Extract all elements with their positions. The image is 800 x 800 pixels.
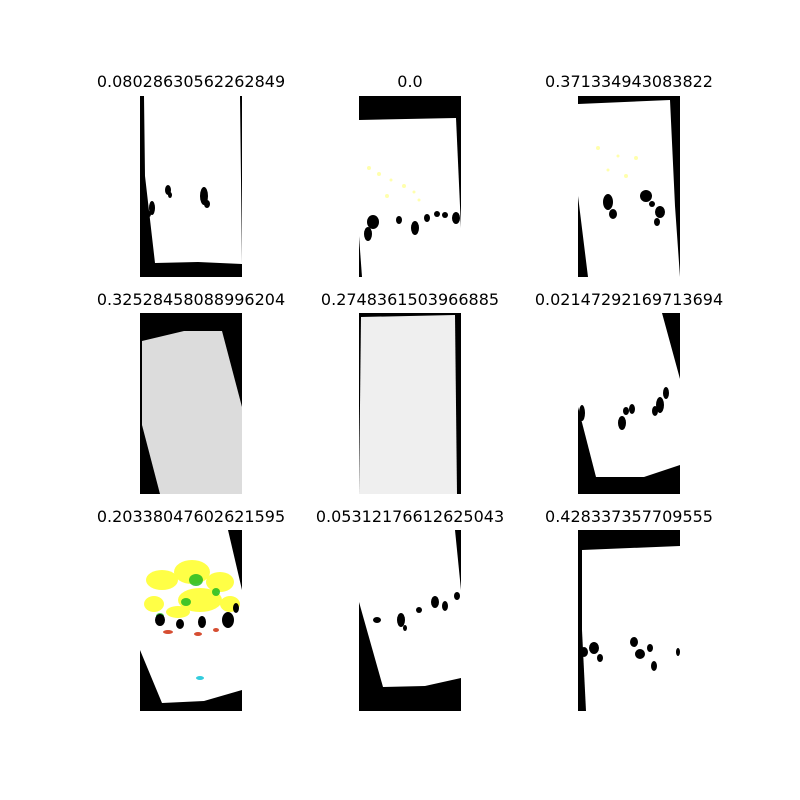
panel-title-2: 0.0 bbox=[397, 72, 423, 91]
image-panel-8 bbox=[359, 530, 461, 711]
image-panel-2 bbox=[359, 96, 461, 277]
panel-title-9: 0.428337357709555 bbox=[545, 507, 713, 526]
image-panel-1 bbox=[140, 96, 242, 277]
image-panel-6 bbox=[578, 313, 680, 494]
image-panel-7 bbox=[140, 530, 242, 711]
image-panel-9 bbox=[578, 530, 680, 711]
panel-title-5: 0.2748361503966885 bbox=[320, 290, 500, 309]
image-panel-4 bbox=[140, 313, 242, 494]
panel-title-7: 0.20338047602621595 bbox=[96, 507, 286, 526]
image-panel-3 bbox=[578, 96, 680, 277]
panel-title-3: 0.371334943083822 bbox=[545, 72, 713, 91]
image-panel-5 bbox=[359, 313, 461, 494]
panel-title-1: 0.08028630562262849 bbox=[96, 72, 286, 91]
panel-title-6: 0.02147292169713694 bbox=[534, 290, 724, 309]
panel-title-8: 0.05312176612625043 bbox=[315, 507, 505, 526]
panel-title-4: 0.32528458088996204 bbox=[96, 290, 286, 309]
